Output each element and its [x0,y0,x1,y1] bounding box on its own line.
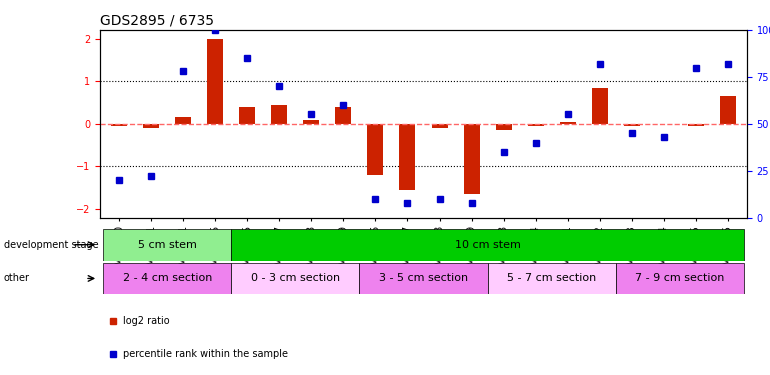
Text: development stage: development stage [4,240,99,249]
Bar [176,117,192,124]
Text: log2 ratio: log2 ratio [122,316,169,326]
FancyBboxPatch shape [231,229,744,261]
Bar [464,124,480,194]
Bar [367,124,383,175]
Text: 3 - 5 cm section: 3 - 5 cm section [379,273,468,284]
Bar [239,107,256,124]
Bar [688,124,704,126]
Bar [496,124,511,130]
Bar [720,96,735,124]
FancyBboxPatch shape [231,262,360,294]
Text: percentile rank within the sample: percentile rank within the sample [122,350,288,359]
Bar [527,124,544,126]
FancyBboxPatch shape [616,262,744,294]
Text: 5 cm stem: 5 cm stem [138,240,197,250]
Bar [143,124,159,128]
Text: 10 cm stem: 10 cm stem [454,240,521,250]
Text: 2 - 4 cm section: 2 - 4 cm section [122,273,212,284]
Bar [400,124,416,190]
Bar [271,105,287,124]
FancyBboxPatch shape [487,262,616,294]
Text: 7 - 9 cm section: 7 - 9 cm section [635,273,725,284]
Bar [303,120,320,124]
Bar [591,87,608,124]
Bar [336,107,351,124]
Bar [207,39,223,124]
Text: 0 - 3 cm section: 0 - 3 cm section [251,273,340,284]
FancyBboxPatch shape [103,229,231,261]
Bar [431,124,447,128]
Text: GDS2895 / 6735: GDS2895 / 6735 [100,13,214,27]
FancyBboxPatch shape [103,262,231,294]
Bar [560,122,576,124]
Text: 5 - 7 cm section: 5 - 7 cm section [507,273,596,284]
Bar [112,124,127,126]
Text: other: other [4,273,30,283]
FancyBboxPatch shape [360,262,487,294]
Bar [624,124,640,126]
